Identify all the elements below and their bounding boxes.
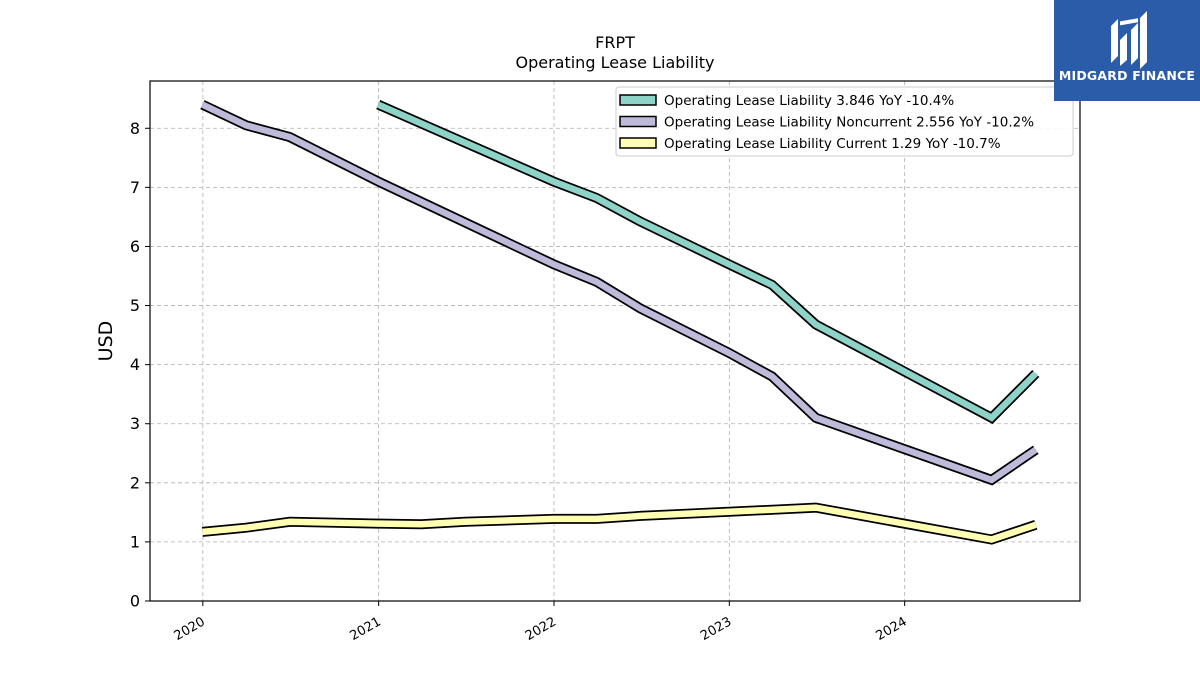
x-tick-label: 2023	[698, 614, 734, 644]
y-tick-label: 6	[130, 237, 140, 256]
series-core	[376, 101, 1039, 422]
x-tick-label: 2021	[347, 614, 383, 644]
legend-item: Operating Lease Liability 3.846 YoY -10.…	[619, 93, 954, 109]
grid	[150, 81, 1080, 601]
series-lines	[200, 100, 1040, 545]
legend-label: Operating Lease Liability 3.846 YoY -10.…	[664, 93, 954, 109]
y-tick-label: 8	[130, 119, 140, 138]
series-core	[202, 504, 1037, 543]
y-tick-label: 0	[130, 592, 140, 611]
y-axis-label: USD	[95, 321, 117, 362]
chart-title: FRPT	[595, 33, 635, 52]
y-tick-label: 2	[130, 473, 140, 492]
axes: 0 1 2 3 4 5 6 7 8 2020 2021 2022 2023 2024	[130, 119, 910, 644]
legend: Operating Lease Liability 3.846 YoY -10.…	[615, 86, 1074, 157]
y-tick-label: 7	[130, 178, 140, 197]
legend-frame	[615, 86, 1074, 157]
legend-swatch	[619, 137, 657, 149]
x-tick-label: 2022	[523, 614, 559, 644]
x-tick-label: 2020	[172, 614, 208, 644]
legend-item: Operating Lease Liability Noncurrent 2.5…	[619, 115, 1034, 131]
y-tick-label: 4	[130, 355, 140, 374]
x-tick-label: 2024	[874, 614, 910, 644]
legend-label: Operating Lease Liability Noncurrent 2.5…	[664, 115, 1034, 131]
legend-swatch	[619, 115, 657, 128]
series-line-3	[201, 502, 1038, 545]
plot-frame	[149, 80, 1081, 602]
y-tick-label: 3	[130, 414, 140, 433]
brand-name: MIDGARD FINANCE	[1058, 68, 1196, 83]
legend-item: Operating Lease Liability Current 1.29 Y…	[619, 136, 1001, 152]
legend-swatch	[619, 94, 657, 106]
chart-subtitle: Operating Lease Liability	[515, 53, 714, 72]
series-core	[201, 101, 1038, 484]
brand-logo: MIDGARD FINANCE	[1054, 0, 1200, 101]
midgard-logo-icon	[1054, 0, 1200, 101]
series-line-1	[376, 100, 1040, 424]
series-line-2	[200, 100, 1039, 486]
y-tick-label: 1	[130, 532, 140, 551]
y-tick-label: 5	[130, 296, 140, 315]
legend-label: Operating Lease Liability Current 1.29 Y…	[664, 136, 1001, 152]
